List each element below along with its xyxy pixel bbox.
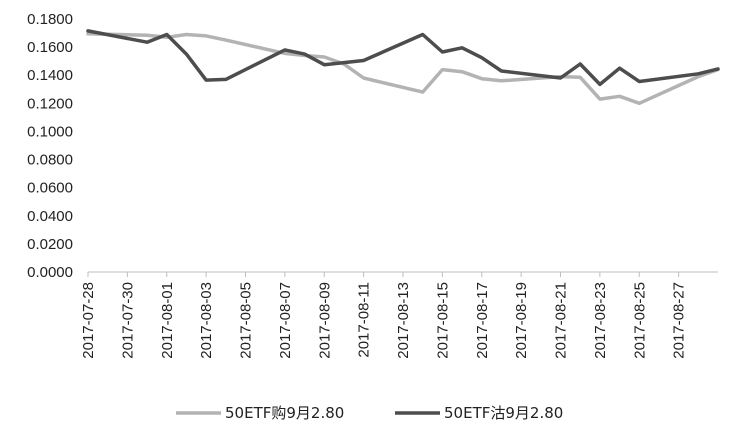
y-tick-label: 0.0000 <box>27 264 73 281</box>
x-tick-label: 2017-08-07 <box>277 282 294 359</box>
y-tick-label: 0.1600 <box>27 39 73 56</box>
series-line-1 <box>86 32 720 106</box>
x-tick-label: 2017-08-17 <box>474 282 491 359</box>
legend-label: 50ETF沽9月2.80 <box>444 404 563 422</box>
y-tick-label: 0.0400 <box>27 208 73 225</box>
series-line-2 <box>86 29 720 87</box>
x-tick-label: 2017-08-27 <box>671 282 688 359</box>
legend-label: 50ETF购9月2.80 <box>225 404 344 422</box>
x-tick-label: 2017-08-21 <box>553 282 570 359</box>
y-tick-label: 0.0200 <box>27 236 73 253</box>
x-tick-label: 2017-08-15 <box>434 282 451 359</box>
y-tick-label: 0.0600 <box>27 180 73 197</box>
x-tick-label: 2017-08-19 <box>513 282 530 359</box>
y-tick-label: 0.1800 <box>27 11 73 28</box>
x-tick-label: 2017-08-01 <box>159 282 176 359</box>
x-tick-label: 2017-07-30 <box>119 282 136 359</box>
x-tick-label: 2017-08-11 <box>356 282 373 358</box>
y-tick-label: 0.0800 <box>27 152 73 169</box>
x-tick-label: 2017-08-13 <box>395 282 412 359</box>
legend: 50ETF购9月2.80 50ETF沽9月2.80 <box>176 404 563 422</box>
series-lines <box>86 29 720 106</box>
y-tick-label: 0.1400 <box>27 67 73 84</box>
x-axis: 2017-07-28 2017-07-30 2017-08-01 2017-08-03… <box>80 271 718 359</box>
x-tick-label: 2017-08-03 <box>198 282 215 359</box>
y-axis: 0.0000 0.0200 0.0400 0.0600 0.0800 0.1000 0.12… <box>27 11 73 281</box>
y-tick-label: 0.1200 <box>27 95 73 112</box>
x-tick-label: 2017-08-09 <box>316 282 333 359</box>
x-tick-label: 2017-08-23 <box>592 282 609 359</box>
x-tick-label: 2017-08-05 <box>238 282 255 359</box>
x-tick-label: 2017-07-28 <box>80 282 97 359</box>
y-tick-label: 0.1000 <box>27 123 73 140</box>
x-tick-label: 2017-08-25 <box>631 282 648 359</box>
